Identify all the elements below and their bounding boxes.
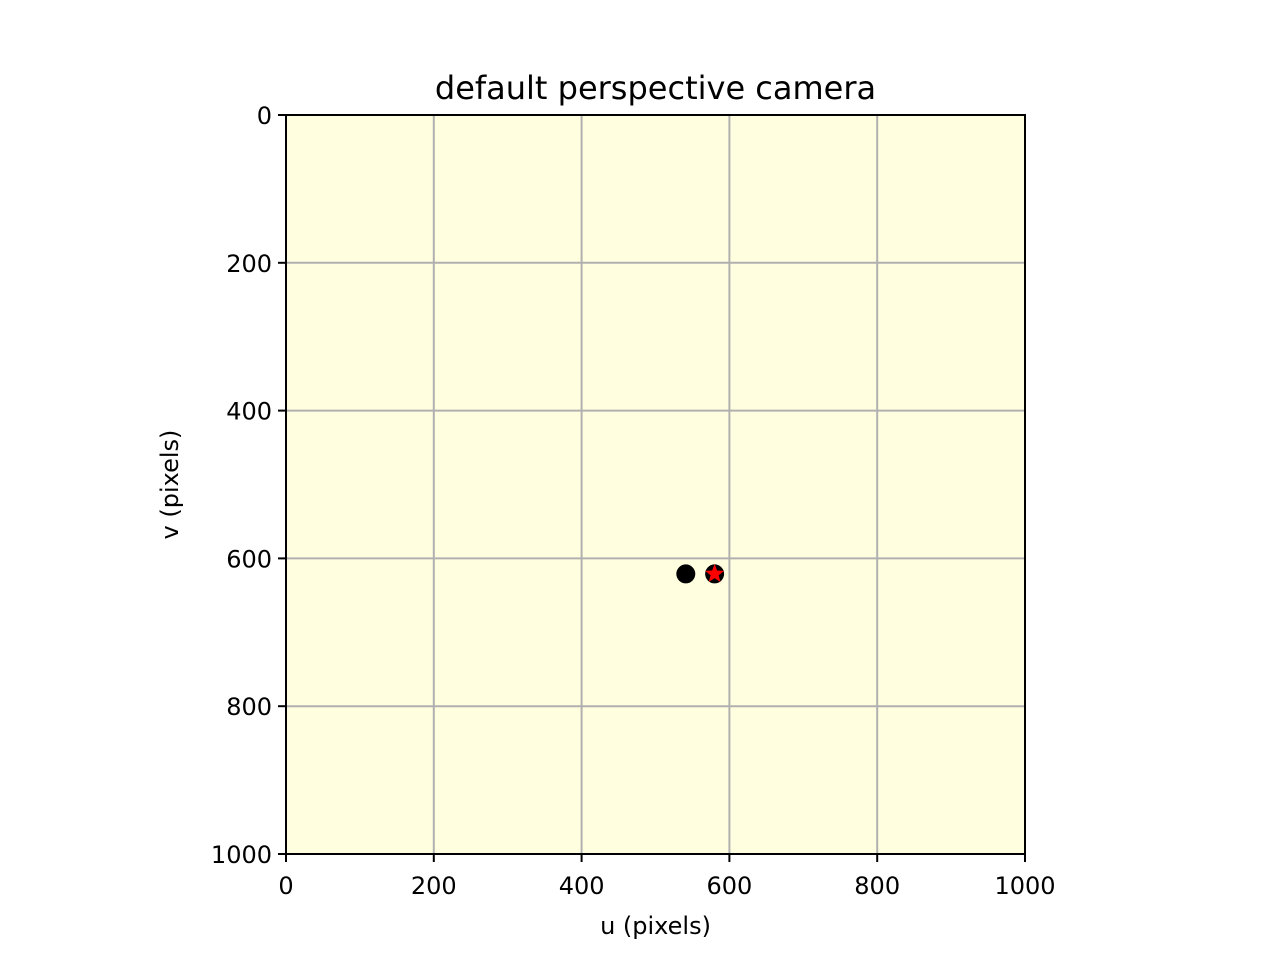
y-tick-label: 400 (226, 398, 272, 426)
y-tick-label: 600 (226, 545, 272, 573)
x-tick-label: 1000 (994, 872, 1055, 900)
y-tick-label: 200 (226, 250, 272, 278)
x-axis-label: u (pixels) (600, 912, 711, 940)
x-tick-label: 800 (854, 872, 900, 900)
data-point-star (705, 563, 725, 583)
y-axis-label: v (pixels) (156, 430, 184, 540)
data-points (676, 563, 725, 584)
plot-area (286, 115, 1025, 854)
y-tick-label: 800 (226, 693, 272, 721)
chart-title: default perspective camera (435, 69, 876, 107)
plot-frame (285, 114, 1026, 855)
x-tick-label: 0 (278, 872, 293, 900)
x-tick-label: 200 (411, 872, 457, 900)
x-tick-label: 400 (559, 872, 605, 900)
y-tick-label: 1000 (211, 841, 272, 869)
y-tick-label: 0 (257, 102, 272, 130)
x-tick-label: 600 (706, 872, 752, 900)
data-point-circle (676, 564, 696, 584)
